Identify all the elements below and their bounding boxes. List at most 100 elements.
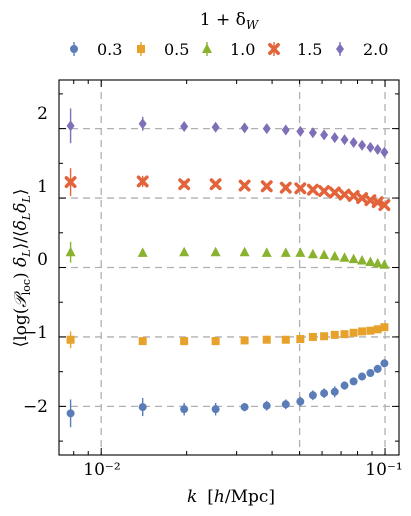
data-point bbox=[349, 328, 358, 337]
data-point bbox=[180, 405, 189, 414]
data-point bbox=[262, 401, 271, 410]
data-point bbox=[279, 181, 292, 194]
data-point bbox=[358, 327, 367, 336]
data-point bbox=[209, 178, 222, 191]
data-point bbox=[373, 143, 382, 155]
data-point bbox=[329, 250, 340, 261]
data-point bbox=[318, 185, 331, 198]
data-point bbox=[280, 247, 291, 257]
data-point bbox=[320, 332, 329, 341]
data-point bbox=[308, 391, 317, 400]
y-tick-label: −1 bbox=[23, 323, 48, 343]
data-point bbox=[365, 256, 376, 266]
y-tick-labels: −2 −1 0 1 2 bbox=[23, 104, 48, 417]
data-point bbox=[338, 188, 351, 201]
legend-label-3: 1.5 bbox=[297, 40, 322, 59]
data-point bbox=[349, 377, 358, 386]
data-point bbox=[380, 359, 389, 368]
data-point bbox=[294, 182, 307, 195]
grid-layer bbox=[59, 80, 399, 455]
series-1.5 bbox=[64, 168, 391, 211]
data-point bbox=[295, 247, 306, 257]
data-point bbox=[179, 246, 190, 257]
data-point bbox=[296, 125, 305, 137]
data-point bbox=[138, 118, 147, 130]
data-point bbox=[261, 247, 272, 257]
data-point bbox=[136, 175, 149, 188]
data-point bbox=[349, 137, 358, 148]
data-point bbox=[339, 252, 350, 262]
legend-marker-2.0 bbox=[336, 43, 344, 55]
tick-layer bbox=[59, 80, 399, 455]
data-point bbox=[137, 247, 148, 257]
data-point bbox=[281, 124, 290, 136]
legend-markers bbox=[70, 42, 344, 56]
data-point bbox=[340, 134, 349, 146]
data-point bbox=[210, 246, 221, 257]
data-point bbox=[239, 246, 250, 257]
data-point bbox=[330, 387, 339, 396]
data-point bbox=[358, 139, 367, 151]
data-point bbox=[308, 127, 317, 139]
data-point bbox=[296, 335, 305, 344]
data-point bbox=[66, 335, 75, 344]
data-point bbox=[65, 246, 76, 257]
legend-label-4: 2.0 bbox=[363, 40, 388, 59]
legend-label-0: 0.3 bbox=[97, 40, 122, 59]
data-point bbox=[308, 332, 317, 341]
data-point bbox=[138, 403, 147, 412]
series-0.5 bbox=[66, 323, 389, 349]
legend-title: 1 + δW bbox=[200, 10, 260, 32]
data-point bbox=[366, 369, 375, 378]
data-point bbox=[178, 178, 191, 191]
data-point bbox=[378, 199, 391, 211]
data-point bbox=[66, 120, 75, 132]
data-point bbox=[240, 122, 249, 134]
data-point bbox=[340, 330, 349, 339]
data-point bbox=[296, 397, 305, 406]
data-point bbox=[380, 323, 389, 332]
data-point bbox=[330, 330, 339, 339]
legend-marker-1.0 bbox=[202, 43, 212, 53]
data-point bbox=[211, 121, 220, 133]
data-point bbox=[240, 403, 249, 412]
data-point bbox=[320, 389, 329, 398]
data-point bbox=[319, 249, 330, 259]
data-point bbox=[180, 337, 189, 346]
data-point bbox=[138, 337, 147, 346]
data-point bbox=[366, 326, 375, 335]
data-point bbox=[379, 259, 390, 269]
series-0.3 bbox=[66, 359, 389, 428]
legend-marker-1.5 bbox=[268, 43, 280, 55]
data-point bbox=[66, 409, 75, 418]
data-point bbox=[211, 405, 220, 414]
data-point bbox=[348, 253, 359, 264]
x-axis-label: k [h/Mpc] bbox=[187, 487, 275, 507]
data-point bbox=[211, 337, 220, 346]
data-point bbox=[320, 129, 329, 141]
data-point bbox=[260, 180, 273, 193]
data-point bbox=[328, 186, 341, 199]
data-point bbox=[373, 325, 382, 334]
x-tick-label: 10⁻¹ bbox=[365, 460, 402, 480]
series-1.0 bbox=[65, 241, 390, 269]
data-point bbox=[372, 257, 383, 268]
data-point bbox=[357, 255, 368, 265]
data-point bbox=[281, 400, 290, 409]
data-point bbox=[262, 335, 271, 344]
legend-label-2: 1.0 bbox=[230, 40, 255, 59]
data-point bbox=[340, 381, 349, 390]
legend-label-1: 0.5 bbox=[164, 40, 189, 59]
data-layer bbox=[64, 108, 391, 428]
y-axis-label: ⟨log(𝒫loc) δL⟩/⟨δLδL⟩ bbox=[11, 189, 33, 348]
y-tick-label: 1 bbox=[37, 177, 48, 197]
legend: 1 + δW 0.3 0.5 1.0 1.5 2.0 bbox=[70, 10, 388, 59]
data-point bbox=[238, 179, 251, 192]
y-tick-label: 0 bbox=[37, 250, 48, 270]
data-point bbox=[358, 372, 367, 381]
data-point bbox=[380, 146, 389, 158]
data-point bbox=[373, 364, 382, 373]
data-point bbox=[366, 141, 375, 153]
x-tick-label: 10⁻² bbox=[83, 460, 120, 480]
